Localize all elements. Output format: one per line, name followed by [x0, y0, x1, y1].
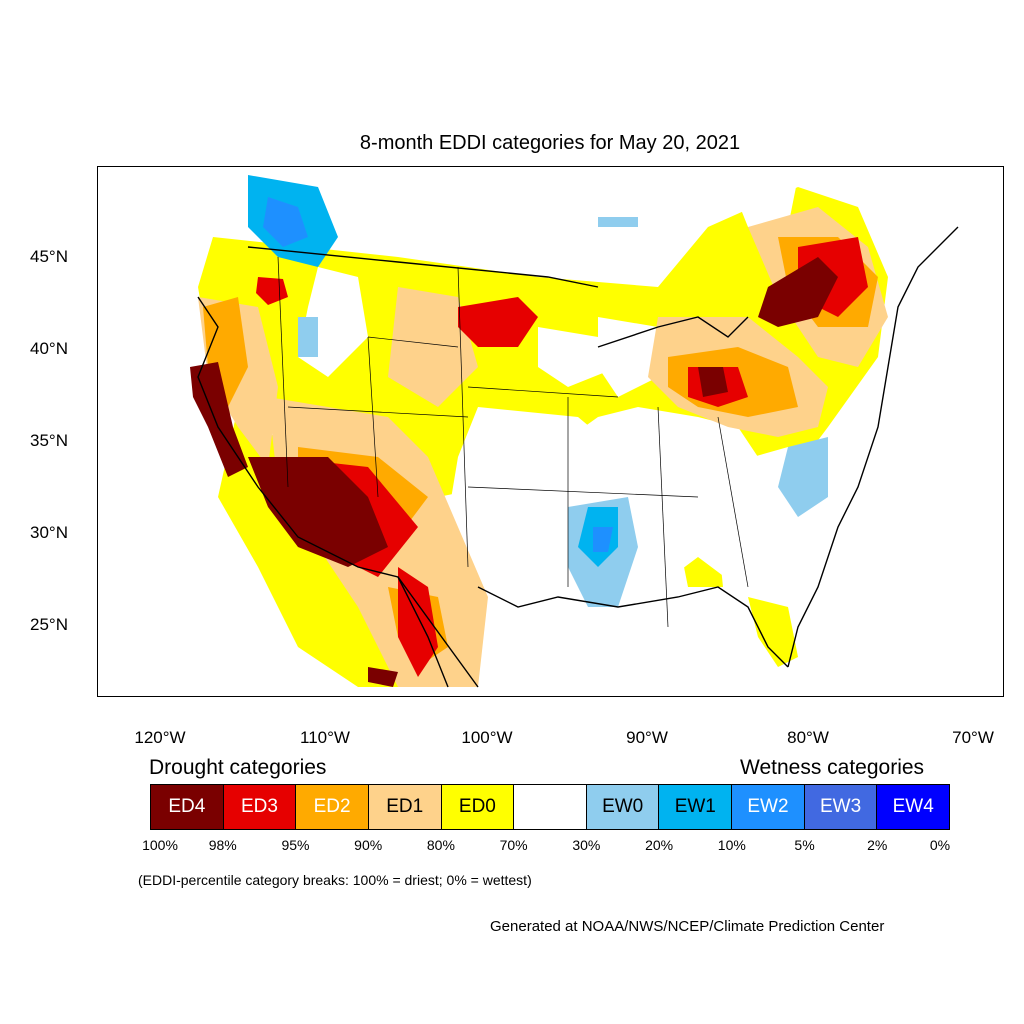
legend-swatch-ed4: ED4 — [151, 785, 224, 829]
legend-swatch-normal — [514, 785, 587, 829]
percentile-label: 98% — [208, 837, 237, 853]
credit-line: Generated at NOAA/NWS/NCEP/Climate Predi… — [490, 918, 885, 935]
state-lines — [277, 256, 749, 628]
legend-swatch-ew4: EW4 — [877, 785, 950, 829]
ew2-region — [263, 197, 613, 552]
percentile-label: 5% — [794, 837, 815, 853]
map-panel — [97, 166, 1004, 697]
lon-label-90: 90°W — [626, 728, 668, 747]
legend-bar: ED4 ED3 ED2 ED1 ED0 EW0 EW1 EW2 EW3 EW4 — [150, 784, 950, 830]
legend-swatch-ew2: EW2 — [732, 785, 805, 829]
lat-label-25: 25°N — [30, 615, 68, 634]
eddi-map — [190, 175, 959, 688]
wetness-heading: Wetness categories — [740, 756, 925, 779]
percentile-label: 2% — [867, 837, 888, 853]
percentile-label: 0% — [929, 837, 951, 853]
drought-heading: Drought categories — [149, 756, 327, 779]
percentile-label: 95% — [281, 837, 310, 853]
lon-label-80: 80°W — [787, 728, 829, 747]
lon-label-100: 100°W — [461, 728, 513, 747]
legend-swatch-ed2: ED2 — [296, 785, 369, 829]
boundaries — [197, 226, 959, 688]
lon-label-110: 110°W — [300, 728, 350, 747]
legend-swatch-ew0: EW0 — [586, 785, 660, 829]
percentile-label: 20% — [645, 837, 674, 853]
legend-swatch-ed1: ED1 — [368, 785, 442, 829]
percentile-label: 30% — [572, 837, 601, 853]
legend-swatch-ew1: EW1 — [659, 785, 733, 829]
percentile-label: 10% — [717, 837, 746, 853]
legend-swatch-ed0: ED0 — [441, 785, 515, 829]
legend-swatch-ed3: ED3 — [223, 785, 297, 829]
percentile-label: 100% — [142, 837, 178, 853]
lat-label-30: 30°N — [30, 523, 68, 542]
lat-label-35: 35°N — [30, 431, 68, 450]
lat-label-40: 40°N — [30, 339, 68, 358]
ed4-region — [190, 257, 838, 687]
legend-note: (EDDI-percentile category breaks: 100% =… — [138, 872, 532, 888]
percentile-label: 90% — [354, 837, 383, 853]
percentile-label: 70% — [499, 837, 528, 853]
percentile-label: 80% — [426, 837, 455, 853]
map-title: 8-month EDDI categories for May 20, 2021 — [359, 132, 741, 154]
legend-swatch-ew3: EW3 — [804, 785, 878, 829]
lon-label-70: 70°W — [952, 728, 994, 747]
lat-label-45: 45°N — [30, 247, 68, 266]
lon-label-120: 120°W — [134, 728, 186, 747]
